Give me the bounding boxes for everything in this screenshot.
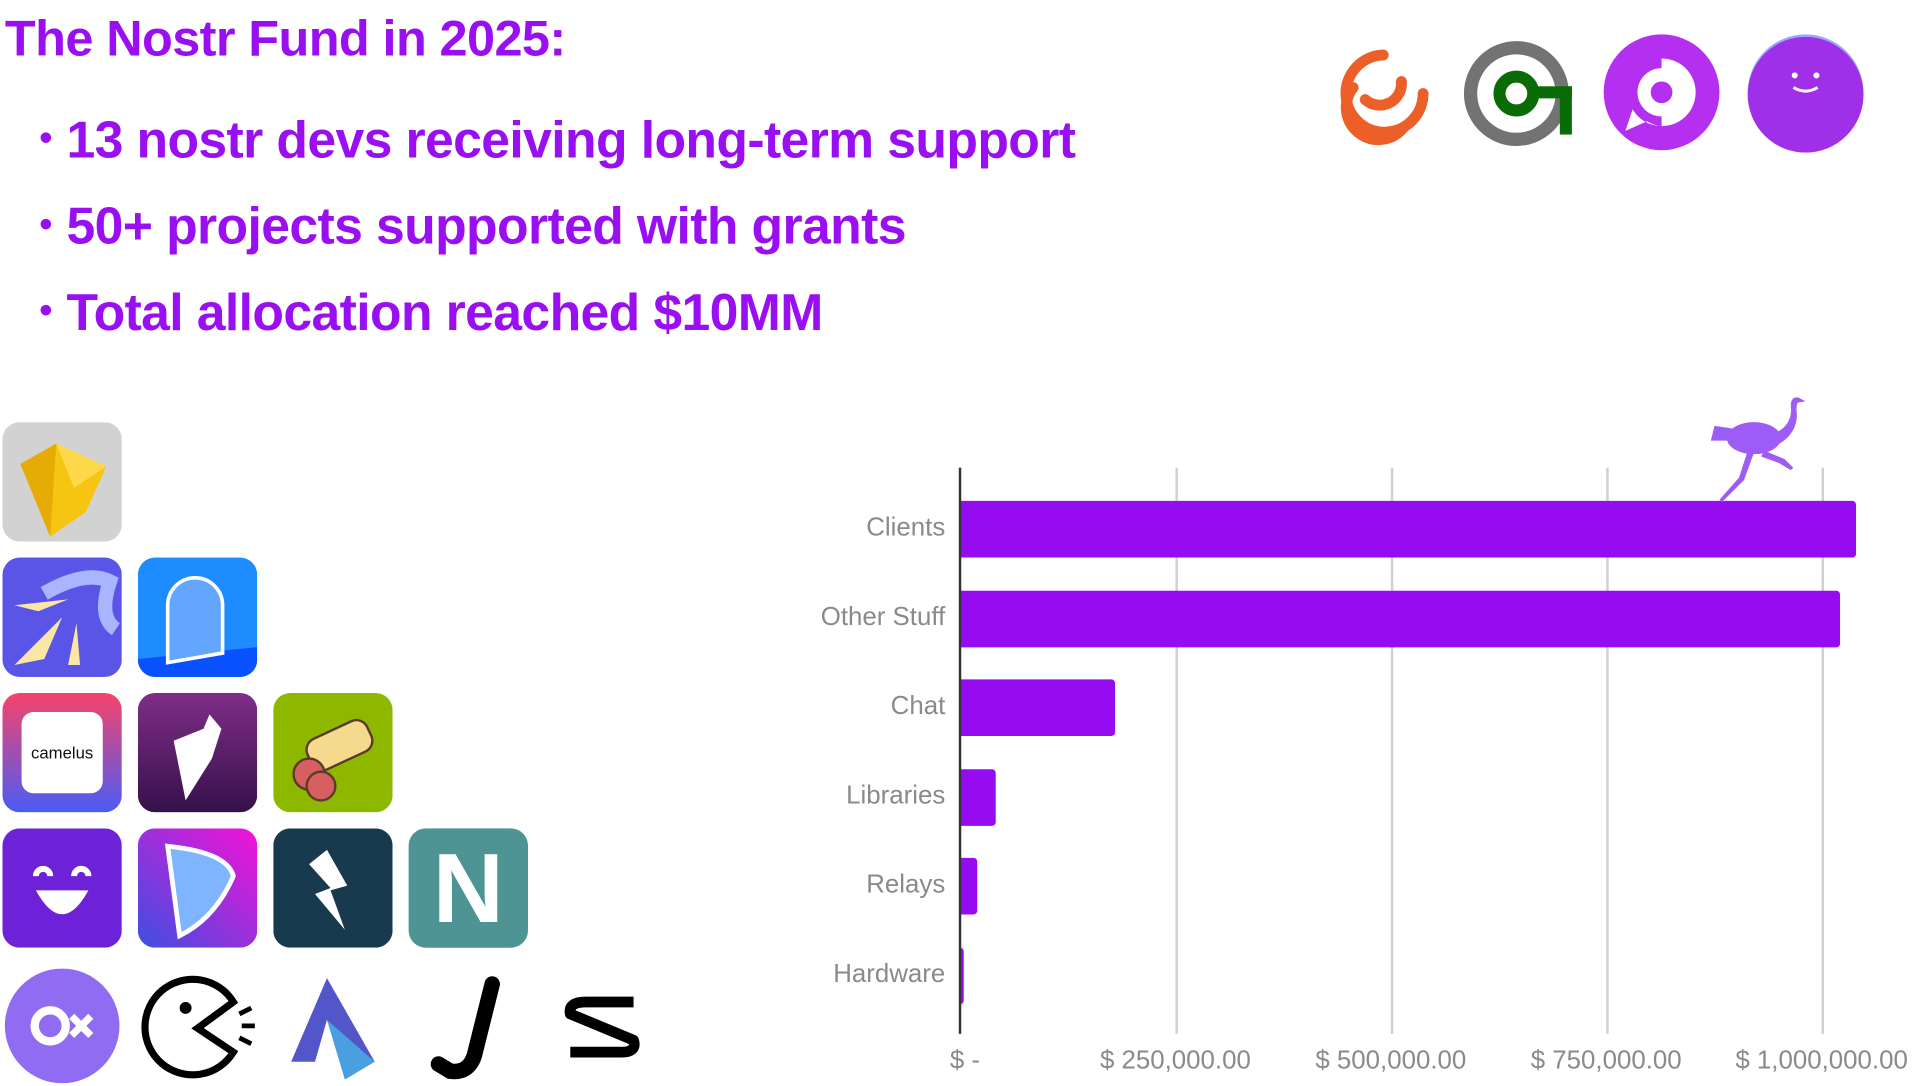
bullet-text: 13 nostr devs receiving long-term suppor… <box>66 110 1076 169</box>
category-label: Relays <box>866 870 946 899</box>
category-label: Clients <box>866 513 946 542</box>
n-letter: N <box>432 833 504 943</box>
category-label: Other Stuff <box>820 602 946 631</box>
category-label: Libraries <box>846 780 946 810</box>
bar-hardware <box>960 947 964 1004</box>
swirl-logo-icon <box>1317 33 1438 154</box>
ostrich-icon <box>1705 391 1810 503</box>
category-label: Chat <box>890 691 946 721</box>
n-app-icon: N <box>408 828 529 948</box>
gridline <box>1606 467 1609 1034</box>
bar-relays <box>960 857 978 915</box>
diamond-app-icon <box>2 422 122 542</box>
gridline <box>1821 467 1824 1034</box>
green-key-logo-icon <box>1458 33 1579 154</box>
lightning-bolts-app-icon <box>2 557 122 677</box>
x-tick-label: $ - <box>949 1046 981 1075</box>
bar-clients <box>960 500 1857 558</box>
smile-app-icon <box>2 828 122 948</box>
bullet-text: 50+ projects supported with grants <box>66 196 906 255</box>
bullet-projects: • 50+ projects supported with grants <box>39 196 906 256</box>
category-label: Hardware <box>833 959 946 988</box>
gridline <box>1175 467 1178 1034</box>
x-tick-label: $ 1,000,000.00 <box>1735 1046 1908 1075</box>
x-tick-label: $ 250,000.00 <box>1099 1046 1251 1075</box>
smiley-face-logo-icon <box>1745 32 1866 153</box>
j-app-icon <box>409 966 528 1085</box>
camelus-app-icon: camelus <box>2 692 122 813</box>
bar-other-stuff <box>960 590 1841 647</box>
slide-title: The Nostr Fund in 2025: <box>4 9 566 67</box>
bullet-dot: • <box>39 118 52 159</box>
bullet-allocation: • Total allocation reached $10MM <box>39 283 823 342</box>
bullet-devs: • 13 nostr devs receiving long-term suppo… <box>39 110 1076 170</box>
x-tick-label: $ 500,000.00 <box>1315 1046 1467 1075</box>
origami-bird-app-icon <box>137 692 258 813</box>
bar-libraries <box>960 768 996 826</box>
x-tick-label: $ 750,000.00 <box>1530 1046 1682 1075</box>
bird-a-app-icon <box>273 966 392 1085</box>
bar-chat <box>960 679 1116 737</box>
y-axis-line <box>958 467 961 1034</box>
bullet-text: Total allocation reached $10MM <box>66 283 823 341</box>
bullet-dot: • <box>39 290 52 332</box>
geodesic-shield-app-icon <box>137 828 258 948</box>
doorway-app-icon <box>137 557 258 677</box>
zap-bolt-app-icon <box>273 828 393 948</box>
gridline <box>1390 467 1393 1034</box>
s-app-icon <box>544 966 663 1085</box>
ox-app-icon <box>2 966 121 1085</box>
bread-roll-app-icon <box>273 692 393 813</box>
camelus-label: camelus <box>31 744 93 763</box>
purple-chat-logo-icon <box>1601 32 1722 153</box>
bullet-dot: • <box>39 204 52 245</box>
pacman-app-icon <box>138 966 257 1085</box>
